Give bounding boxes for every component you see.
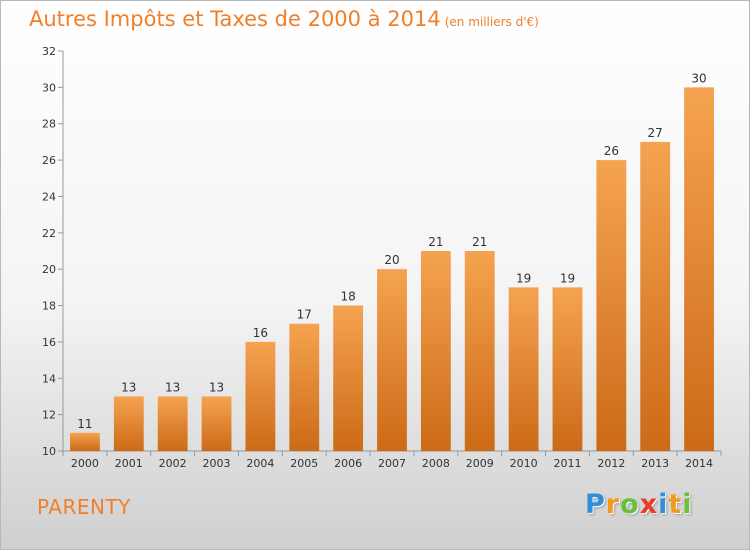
logo-letter: o [620,489,640,520]
data-label: 21 [472,235,487,249]
y-tick-label: 24 [42,190,56,203]
data-label: 16 [253,326,268,340]
axes: 10 12 14 16 18 20 22 24 26 28 30 32 2000 2001 2002 2003… [42,45,722,470]
x-tick-label: 2006 [334,457,362,470]
y-tick-label: 30 [42,81,56,94]
x-tick-label: 2014 [685,457,713,470]
data-label: 13 [121,380,136,394]
data-label: 21 [428,235,443,249]
x-tick-label: 2011 [553,457,581,470]
x-tick-label: 2001 [115,457,143,470]
y-tick-label: 32 [42,45,56,58]
x-tick-label: 2003 [203,457,231,470]
x-tick-label: 2013 [641,457,669,470]
bar-2013 [640,141,671,451]
logo-letter: P [585,489,606,520]
x-tick-label: 2004 [246,457,274,470]
bar-2003 [201,396,232,451]
x-tick-label: 2009 [466,457,494,470]
bar-2002 [157,396,188,451]
bar-2001 [113,396,144,451]
x-tick-label: 2012 [597,457,625,470]
bar-2014 [684,87,714,451]
y-tick-label: 10 [42,445,56,458]
bar-2010 [508,287,539,451]
bar-2011 [552,287,583,451]
place-name: PARENTY [37,495,131,519]
data-label: 27 [648,126,663,140]
data-label: 19 [560,271,575,285]
x-tick-label: 2000 [71,457,99,470]
y-tick-label: 16 [42,336,56,349]
y-tick-label: 14 [42,372,56,385]
logo-letter: r [605,489,621,520]
proxiti-logo: Proxiti [585,489,693,520]
bar-2009 [464,251,495,451]
y-tick-label: 18 [42,300,56,313]
bars [70,87,714,451]
bar-2004 [245,341,276,451]
logo-letter: x [639,489,659,520]
bar-2005 [289,323,320,451]
data-labels: 11 13 13 13 16 17 18 20 21 21 19 19 26 27 30 [77,71,706,430]
x-tick-label: 2010 [510,457,538,470]
bar-2000 [70,432,100,451]
data-label: 18 [340,290,355,304]
y-tick-label: 12 [42,409,56,422]
bar-2012 [596,160,627,451]
x-tick-label: 2007 [378,457,406,470]
y-tick-label: 26 [42,154,56,167]
data-label: 20 [384,253,399,267]
y-tick-label: 28 [42,118,56,131]
bar-2008 [420,251,451,451]
data-label: 17 [297,308,312,322]
bar-2007 [377,269,407,451]
chart-title-text: Autres Impôts et Taxes de 2000 à 2014 [29,7,441,31]
data-label: 13 [209,380,224,394]
data-label: 11 [77,417,92,431]
logo-letter: i [682,489,693,520]
x-tick-label: 2005 [290,457,318,470]
data-label: 13 [165,380,180,394]
bar-2006 [333,305,364,451]
chart-subtitle: (en milliers d'€) [444,15,539,29]
logo-letter: i [658,489,669,520]
y-tick-label: 20 [42,263,56,276]
data-label: 19 [516,271,531,285]
x-tick-label: 2002 [159,457,187,470]
y-tick-label: 22 [42,227,56,240]
chart-title: Autres Impôts et Taxes de 2000 à 2014 (en… [29,7,539,31]
logo-letter: t [668,489,683,520]
data-label: 30 [691,71,706,85]
x-tick-label: 2008 [422,457,450,470]
data-label: 26 [604,144,619,158]
